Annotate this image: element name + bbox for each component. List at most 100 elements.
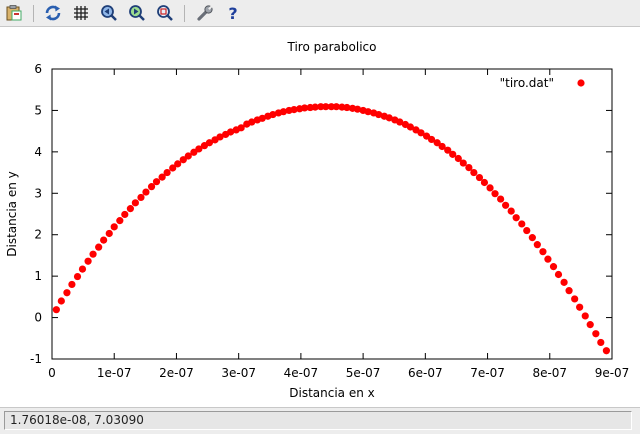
data-point (528, 234, 536, 242)
status-bar: 1.76018e-08, 7.03090 (0, 407, 640, 434)
y-tick-label: 5 (34, 103, 42, 117)
data-point (237, 124, 245, 132)
data-point (491, 190, 499, 198)
data-point (507, 207, 515, 215)
data-point (152, 178, 161, 186)
coordinate-readout: 1.76018e-08, 7.03090 (4, 411, 632, 430)
data-point (301, 104, 309, 112)
data-point (52, 306, 60, 314)
legend-label: "tiro.dat" (500, 76, 554, 90)
data-point (131, 199, 139, 207)
x-tick-label: 9e-07 (595, 366, 630, 380)
data-point (63, 289, 71, 297)
data-point (375, 110, 383, 119)
grid-icon (74, 6, 88, 20)
data-point (427, 135, 436, 144)
data-point (470, 168, 478, 177)
data-point (100, 236, 108, 244)
data-point (73, 272, 82, 281)
data-point (571, 295, 579, 303)
data-point (126, 205, 134, 213)
data-point (269, 110, 277, 119)
zoom-next-icon (129, 5, 145, 21)
copy-clipboard-icon (6, 5, 22, 21)
y-tick-label: 6 (34, 62, 42, 76)
grid-button[interactable] (71, 3, 91, 23)
data-point (68, 280, 76, 289)
x-tick-label: 7e-07 (470, 366, 505, 380)
data-point (592, 330, 600, 338)
data-point (406, 123, 414, 131)
data-point (279, 108, 288, 116)
data-points (52, 103, 611, 355)
x-tick-label: 4e-07 (284, 366, 319, 380)
y-axis: -1 0 1 2 3 4 5 6 (30, 62, 612, 366)
chart: Tiro parabolico 0 1e-07 2e-07 3e-07 4e-07 5e-… (5, 40, 630, 400)
data-point (317, 103, 325, 111)
help-icon: ? (228, 4, 237, 22)
replot-button[interactable] (43, 3, 63, 23)
data-point (158, 173, 166, 181)
help-button[interactable]: ? (223, 3, 243, 23)
toolbar-separator (184, 5, 185, 22)
data-point (322, 103, 330, 111)
data-point (174, 160, 182, 168)
toolbar-separator (33, 5, 34, 22)
data-point (169, 164, 177, 172)
x-axis-label: Distancia en x (289, 386, 375, 400)
data-point (602, 347, 611, 355)
data-point (147, 183, 156, 191)
data-point (586, 321, 594, 329)
x-tick-label: 2e-07 (159, 366, 194, 380)
options-icon (197, 5, 213, 21)
x-tick-label: 1e-07 (97, 366, 132, 380)
plot-area[interactable]: Tiro parabolico 0 1e-07 2e-07 3e-07 4e-07 5e-… (0, 27, 640, 407)
data-point (565, 287, 573, 295)
data-point (290, 106, 298, 114)
data-point (533, 241, 541, 249)
data-point (105, 229, 113, 238)
data-point (544, 255, 552, 263)
data-point (444, 146, 452, 154)
data-point (137, 193, 145, 202)
copy-clipboard-button[interactable] (4, 3, 24, 23)
data-point (518, 220, 526, 228)
data-point (343, 103, 351, 112)
data-point (95, 243, 103, 251)
data-point (116, 217, 124, 225)
x-tick-label: 8e-07 (532, 366, 567, 380)
zoom-next-button[interactable] (127, 3, 147, 23)
y-tick-label: 4 (34, 145, 42, 159)
zoom-previous-icon (101, 5, 117, 21)
y-tick-label: 3 (34, 186, 42, 200)
data-point (110, 223, 118, 231)
data-point (385, 114, 393, 122)
data-point (364, 108, 372, 116)
options-button[interactable] (195, 3, 215, 23)
data-point (179, 156, 187, 164)
y-tick-label: 2 (34, 228, 42, 242)
autoscale-icon (157, 5, 173, 21)
legend: "tiro.dat" (500, 76, 585, 90)
data-point (84, 257, 92, 265)
data-point (327, 103, 335, 111)
replot-icon (45, 5, 61, 21)
data-point (560, 278, 568, 286)
data-point (449, 150, 457, 158)
y-tick-label: -1 (30, 352, 42, 366)
zoom-previous-button[interactable] (99, 3, 119, 23)
data-point (163, 168, 171, 177)
legend-marker (577, 79, 585, 87)
data-point (89, 250, 97, 258)
data-point (576, 303, 584, 311)
data-point (205, 139, 214, 147)
toolbar: ? (0, 0, 640, 27)
data-point (184, 152, 192, 160)
data-point (523, 226, 531, 235)
chart-title: Tiro parabolico (287, 40, 377, 54)
data-point (554, 270, 563, 279)
data-point (258, 114, 266, 122)
data-point (353, 105, 362, 113)
data-point (512, 214, 520, 222)
autoscale-button[interactable] (155, 3, 175, 23)
